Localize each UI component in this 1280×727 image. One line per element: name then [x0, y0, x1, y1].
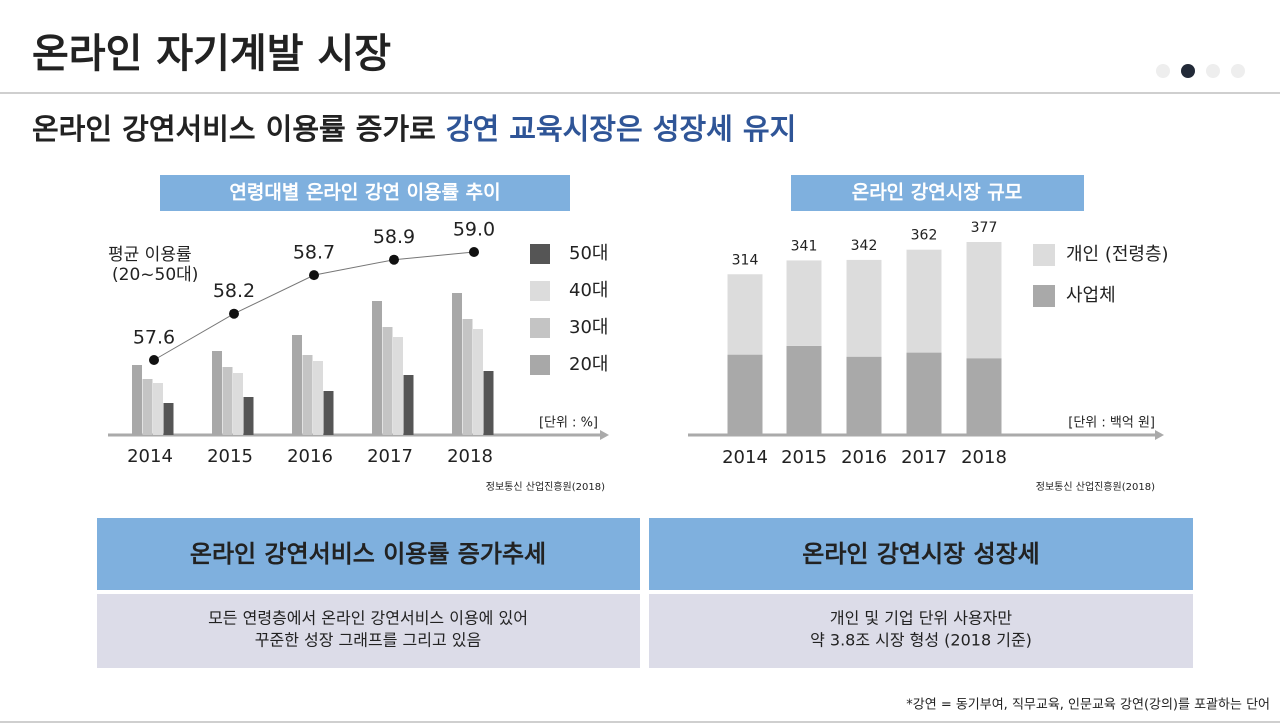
- data-label: 58.2: [213, 280, 255, 302]
- bar-segment: [786, 345, 822, 435]
- avg-point: [389, 254, 399, 265]
- unit: [단위 : %]: [539, 416, 598, 431]
- page-dot[interactable]: [1206, 64, 1220, 78]
- data-label: 342: [851, 238, 878, 254]
- legend-label: 40대: [569, 280, 608, 301]
- bar: [372, 301, 382, 435]
- bar-segment: [906, 249, 942, 353]
- bar: [483, 371, 494, 435]
- data-label: 341: [791, 238, 818, 254]
- x-tick-label: 2016: [841, 447, 887, 468]
- bar: [132, 365, 142, 435]
- box-body: [649, 594, 1193, 668]
- legend-swatch: [530, 355, 550, 375]
- bar: [222, 367, 233, 435]
- bar: [292, 335, 302, 435]
- avg-point: [309, 270, 319, 281]
- bar-segment: [846, 356, 882, 435]
- source: 정보통신 산업진흥원(2018): [1036, 480, 1155, 493]
- legend-label: 개인 (전령층): [1066, 244, 1169, 265]
- data-label: 58.7: [293, 242, 335, 264]
- footnote: *강연 = 동기부여, 직무교육, 인문교육 강연(강의)를 포괄하는 단어: [906, 698, 1270, 713]
- data-label: 58.9: [373, 226, 415, 248]
- box-header: [649, 518, 1193, 590]
- bar: [302, 355, 313, 435]
- page-dot[interactable]: [1231, 64, 1245, 78]
- box-title: 온라인 강연서비스 이용률 증가추세: [190, 540, 546, 568]
- legend-swatch: [1033, 244, 1055, 266]
- box-body: [97, 594, 640, 668]
- bar: [243, 397, 254, 435]
- x-tick-label: 2015: [207, 446, 253, 467]
- data-label: 57.6: [133, 327, 175, 349]
- arrow: [600, 430, 609, 440]
- avg-line: [153, 251, 475, 361]
- avg-point: [149, 355, 159, 365]
- bar: [462, 319, 473, 435]
- subtitle: 온라인 강연서비스 이용률 증가로 강연 교육시장은 성장세 유지: [32, 112, 796, 146]
- bar-segment: [966, 358, 1002, 435]
- unit: [단위 : 백억 원]: [1068, 416, 1155, 431]
- x-tick-label: 2014: [127, 446, 173, 467]
- bar: [142, 379, 153, 435]
- avg-point: [469, 247, 479, 257]
- box-text: 약 3.8조 시장 형성 (2018 기준): [810, 631, 1032, 650]
- bar: [323, 391, 334, 435]
- chart-title: 연령대별 온라인 강연 이용률 추이: [229, 182, 500, 204]
- arrow: [1155, 430, 1164, 440]
- legend-swatch: [530, 244, 550, 264]
- bar: [452, 293, 462, 435]
- bar: [393, 337, 403, 435]
- legend-label: 50대: [569, 243, 608, 264]
- legend-swatch: [530, 281, 550, 301]
- bar-segment: [966, 242, 1002, 359]
- x-tick-label: 2018: [447, 446, 493, 467]
- page-dot[interactable]: [1181, 64, 1195, 78]
- x-tick-label: 2018: [961, 447, 1007, 468]
- box-text: 꾸준한 성장 그래프를 그리고 있음: [255, 631, 481, 650]
- bar: [382, 327, 393, 435]
- bar-segment: [846, 259, 882, 357]
- source: 정보통신 산업진흥원(2018): [486, 480, 605, 493]
- bar-segment: [906, 352, 942, 435]
- x-tick-label: 2016: [287, 446, 333, 467]
- bar: [403, 375, 414, 435]
- x-tick-label: 2017: [367, 446, 413, 467]
- bar-segment: [727, 274, 763, 355]
- x-tick-label: 2015: [781, 447, 827, 468]
- bar: [313, 361, 323, 435]
- box-header: [97, 518, 640, 590]
- bar-segment: [727, 354, 763, 435]
- chart-header: [791, 175, 1084, 211]
- data-label: 377: [971, 220, 998, 236]
- legend-label: 사업체: [1066, 285, 1116, 306]
- legend-swatch: [530, 318, 550, 338]
- line-name: 평균 이용률: [108, 245, 192, 265]
- bar: [153, 383, 163, 435]
- x-tick-label: 2017: [901, 447, 947, 468]
- x-tick-label: 2014: [722, 447, 768, 468]
- legend-swatch: [1033, 285, 1055, 307]
- page-dot[interactable]: [1156, 64, 1170, 78]
- legend-label: 30대: [569, 317, 608, 338]
- bar-segment: [786, 260, 822, 346]
- avg-point: [229, 308, 239, 319]
- bar: [473, 329, 483, 435]
- data-label: 59.0: [453, 219, 495, 241]
- box-title: 온라인 강연시장 성장세: [802, 540, 1040, 568]
- box-text: 모든 연령층에서 온라인 강연서비스 이용에 있어: [208, 609, 528, 628]
- bar: [163, 403, 174, 435]
- bar: [212, 351, 222, 435]
- title: 온라인 자기계발 시장: [32, 31, 391, 77]
- data-label: 314: [732, 252, 759, 268]
- data-label: 362: [911, 228, 938, 244]
- chart-title: 온라인 강연시장 규모: [852, 182, 1023, 204]
- box-text: 개인 및 기업 단위 사용자만: [830, 609, 1013, 628]
- chart-header: [160, 175, 570, 211]
- legend-label: 20대: [569, 354, 608, 375]
- line-name: (20~50대): [112, 265, 198, 285]
- bar: [233, 373, 243, 435]
